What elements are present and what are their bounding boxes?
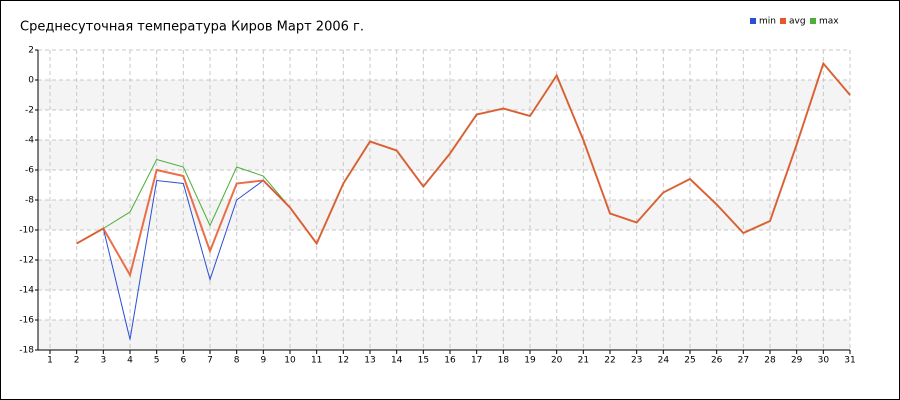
- y-tick-label: -18: [19, 346, 34, 356]
- x-tick-label: 29: [791, 356, 803, 366]
- grid-band: [38, 260, 850, 290]
- chart-title: Среднесуточная температура Киров Март 20…: [20, 20, 364, 35]
- legend-label: min: [759, 17, 776, 27]
- legend-swatch: [750, 18, 756, 24]
- y-tick-label: 2: [28, 46, 34, 56]
- grid-band: [38, 200, 850, 230]
- grid-band: [38, 80, 850, 110]
- x-tick-label: 1: [47, 356, 53, 366]
- y-tick-label: -6: [25, 166, 34, 176]
- series-line: [76, 61, 851, 278]
- grid-band: [38, 320, 850, 350]
- x-tick-label: 4: [127, 356, 133, 366]
- legend-swatch: [780, 18, 786, 24]
- y-tick-label: -12: [19, 256, 34, 266]
- x-tick-label: 9: [260, 356, 266, 366]
- x-tick-label: 5: [154, 356, 160, 366]
- x-tick-label: 26: [711, 356, 723, 366]
- x-tick-label: 2: [74, 356, 80, 366]
- x-tick-label: 28: [764, 356, 776, 366]
- grid-band: [38, 140, 850, 170]
- x-tick-label: 15: [418, 356, 429, 366]
- x-tick-label: 14: [391, 356, 403, 366]
- y-tick-label: -10: [19, 226, 34, 236]
- x-tick-label: 21: [578, 356, 589, 366]
- x-tick-label: 13: [364, 356, 375, 366]
- x-tick-label: 3: [100, 356, 106, 366]
- x-tick-label: 25: [684, 356, 695, 366]
- y-tick-label: -4: [25, 136, 34, 146]
- x-tick-label: 30: [818, 356, 830, 366]
- x-tick-label: 7: [207, 356, 213, 366]
- x-tick-label: 22: [604, 356, 615, 366]
- x-tick-label: 17: [471, 356, 482, 366]
- y-tick-label: -2: [25, 106, 34, 116]
- y-tick-label: 0: [28, 76, 34, 86]
- x-tick-label: 16: [444, 356, 456, 366]
- x-tick-label: 31: [844, 356, 855, 366]
- x-tick-label: 8: [234, 356, 240, 366]
- x-tick-label: 12: [338, 356, 349, 366]
- y-tick-label: -8: [25, 196, 34, 206]
- x-tick-label: 19: [524, 356, 536, 366]
- x-tick-label: 6: [180, 356, 186, 366]
- x-tick-label: 20: [551, 356, 563, 366]
- y-tick-label: -14: [19, 286, 34, 296]
- y-tick-label: -16: [19, 316, 34, 326]
- x-tick-label: 11: [311, 356, 322, 366]
- legend-swatch: [810, 18, 816, 24]
- x-tick-label: 23: [631, 356, 642, 366]
- x-tick-label: 10: [284, 356, 296, 366]
- x-tick-label: 18: [498, 356, 510, 366]
- x-tick-label: 24: [658, 356, 670, 366]
- x-tick-label: 27: [738, 356, 749, 366]
- legend-label: avg: [789, 17, 806, 27]
- legend-label: max: [819, 17, 839, 27]
